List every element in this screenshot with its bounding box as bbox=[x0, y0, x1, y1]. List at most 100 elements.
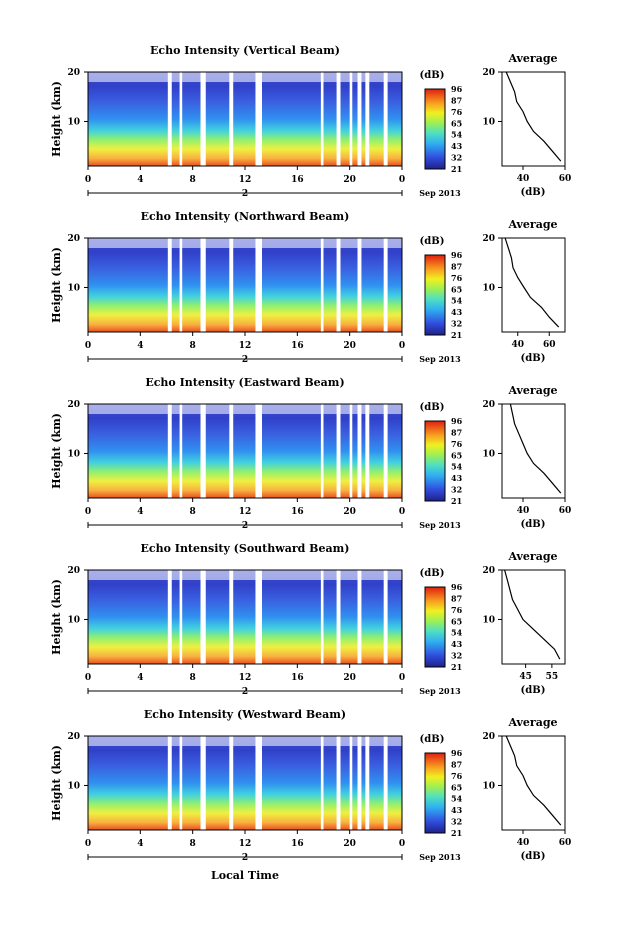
colorbar-tick-label: 96 bbox=[451, 748, 463, 758]
average-x-tick-label: 60 bbox=[559, 174, 572, 184]
data-gap bbox=[167, 238, 172, 332]
x-tick-label: 16 bbox=[291, 341, 304, 351]
colorbar bbox=[424, 752, 446, 834]
date-label: Sep 2013 bbox=[419, 686, 461, 696]
colorbar-unit: (dB) bbox=[420, 402, 445, 413]
x-tick-label: 8 bbox=[190, 839, 196, 849]
heatmap-sparse-top bbox=[88, 238, 402, 248]
data-gap bbox=[336, 238, 341, 332]
data-gap bbox=[167, 404, 172, 498]
x-tick-label: 0 bbox=[85, 341, 91, 351]
colorbar-tick-label: 76 bbox=[451, 273, 463, 283]
x-tick-label: 20 bbox=[343, 673, 356, 683]
colorbar-tick-label: 76 bbox=[451, 107, 463, 117]
average-y-tick-label: 20 bbox=[482, 400, 495, 410]
colorbar-tick-label: 21 bbox=[451, 164, 462, 174]
data-gap bbox=[336, 72, 341, 166]
average-profile-line bbox=[504, 237, 560, 328]
data-gap bbox=[349, 736, 353, 830]
y-tick-label: 10 bbox=[67, 283, 80, 293]
colorbar-tick-label: 54 bbox=[451, 462, 463, 472]
x-tick-label: 0 bbox=[399, 175, 405, 185]
data-gap bbox=[255, 736, 263, 830]
average-title: Average bbox=[507, 716, 557, 729]
y-tick-label: 20 bbox=[67, 400, 80, 410]
average-unit: (dB) bbox=[521, 685, 546, 696]
average-unit: (dB) bbox=[521, 851, 546, 862]
data-gap bbox=[383, 238, 388, 332]
data-gap bbox=[365, 404, 370, 498]
average-y-tick-label: 10 bbox=[482, 615, 495, 625]
heatmap-field bbox=[88, 404, 402, 498]
colorbar-tick-label: 87 bbox=[451, 261, 462, 271]
average-frame bbox=[501, 569, 566, 665]
average-y-tick-label: 10 bbox=[482, 117, 495, 127]
data-gap bbox=[255, 570, 263, 664]
x-tick-label: 0 bbox=[399, 839, 405, 849]
x-tick-label: 4 bbox=[137, 341, 143, 351]
panel-3: Echo Intensity (Eastward Beam)1020Height… bbox=[50, 376, 571, 531]
data-gap bbox=[179, 736, 183, 830]
colorbar-tick-label: 76 bbox=[451, 771, 463, 781]
x-tick-label: 0 bbox=[399, 673, 405, 683]
colorbar-tick-label: 32 bbox=[451, 319, 462, 329]
x-tick-label: 20 bbox=[343, 507, 356, 517]
colorbar-tick-label: 32 bbox=[451, 153, 462, 163]
average-title: Average bbox=[507, 218, 557, 231]
average-x-tick-label: 40 bbox=[511, 340, 524, 350]
heatmap-field bbox=[88, 570, 402, 664]
average-y-tick-label: 10 bbox=[482, 449, 495, 459]
colorbar-tick-label: 32 bbox=[451, 485, 462, 495]
heatmap-field bbox=[88, 72, 402, 166]
x-tick-label: 20 bbox=[343, 341, 356, 351]
data-gap bbox=[357, 72, 362, 166]
data-gap bbox=[179, 404, 183, 498]
x-tick-label: 8 bbox=[190, 175, 196, 185]
colorbar-tick-label: 54 bbox=[451, 628, 463, 638]
data-gap bbox=[255, 72, 263, 166]
colorbar-tick-label: 32 bbox=[451, 817, 462, 827]
colorbar-tick-label: 87 bbox=[451, 759, 462, 769]
heatmap-sparse-top bbox=[88, 72, 402, 82]
average-y-tick-label: 10 bbox=[482, 781, 495, 791]
y-axis-label: Height (km) bbox=[50, 413, 63, 489]
x-tick-label: 12 bbox=[239, 341, 252, 351]
colorbar-tick-label: 65 bbox=[451, 782, 462, 792]
average-frame bbox=[501, 403, 566, 499]
data-gap bbox=[229, 238, 234, 332]
colorbar-tick-label: 21 bbox=[451, 828, 462, 838]
x-tick-label: 12 bbox=[239, 673, 252, 683]
data-gap bbox=[365, 736, 370, 830]
data-gap bbox=[200, 736, 206, 830]
colorbar-tick-label: 76 bbox=[451, 439, 463, 449]
date-label: Sep 2013 bbox=[419, 188, 461, 198]
panel-1: Echo Intensity (Vertical Beam)1020Height… bbox=[50, 44, 571, 199]
data-gap bbox=[383, 72, 388, 166]
heatmap-sparse-top bbox=[88, 736, 402, 746]
colorbar-tick-label: 96 bbox=[451, 84, 463, 94]
data-gap bbox=[320, 570, 324, 664]
colorbar-tick-label: 65 bbox=[451, 616, 462, 626]
data-gap bbox=[200, 404, 206, 498]
colorbar-tick-label: 96 bbox=[451, 582, 463, 592]
y-tick-label: 20 bbox=[67, 234, 80, 244]
x-tick-label: 0 bbox=[85, 839, 91, 849]
x-tick-label: 0 bbox=[399, 507, 405, 517]
data-gap bbox=[336, 736, 341, 830]
x-tick-label: 0 bbox=[85, 175, 91, 185]
data-gap bbox=[383, 736, 388, 830]
data-gap bbox=[229, 404, 234, 498]
average-y-tick-label: 10 bbox=[482, 283, 495, 293]
data-gap bbox=[320, 404, 324, 498]
average-title: Average bbox=[507, 52, 557, 65]
colorbar-unit: (dB) bbox=[420, 236, 445, 247]
colorbar-tick-label: 96 bbox=[451, 416, 463, 426]
average-y-tick-label: 20 bbox=[482, 732, 495, 742]
data-gap bbox=[200, 72, 206, 166]
panel-title: Echo Intensity (Southward Beam) bbox=[141, 542, 350, 555]
x-tick-label: 16 bbox=[291, 839, 304, 849]
data-gap bbox=[179, 72, 183, 166]
average-profile-line bbox=[504, 569, 561, 660]
y-tick-label: 10 bbox=[67, 117, 80, 127]
